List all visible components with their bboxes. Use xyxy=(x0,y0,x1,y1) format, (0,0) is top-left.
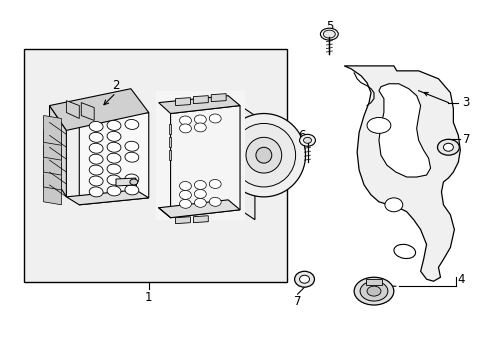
Ellipse shape xyxy=(107,175,121,185)
Polygon shape xyxy=(158,96,240,113)
Ellipse shape xyxy=(359,281,387,301)
Polygon shape xyxy=(366,279,381,285)
Polygon shape xyxy=(158,200,240,218)
Ellipse shape xyxy=(443,143,452,151)
Text: 2: 2 xyxy=(112,79,120,92)
Polygon shape xyxy=(168,150,170,160)
Polygon shape xyxy=(43,130,61,160)
Ellipse shape xyxy=(194,189,206,198)
Ellipse shape xyxy=(125,185,139,195)
Ellipse shape xyxy=(384,198,402,212)
Ellipse shape xyxy=(179,124,191,133)
Polygon shape xyxy=(175,217,190,224)
Ellipse shape xyxy=(89,143,103,153)
Polygon shape xyxy=(49,105,66,197)
Ellipse shape xyxy=(130,179,138,185)
Ellipse shape xyxy=(107,164,121,174)
Ellipse shape xyxy=(179,190,191,199)
Ellipse shape xyxy=(107,121,121,130)
Circle shape xyxy=(222,113,305,197)
Polygon shape xyxy=(158,200,240,218)
Text: 3: 3 xyxy=(462,96,469,109)
Ellipse shape xyxy=(393,244,415,258)
Bar xyxy=(155,91,244,220)
Ellipse shape xyxy=(89,154,103,164)
Polygon shape xyxy=(43,175,61,205)
Polygon shape xyxy=(240,105,254,220)
Polygon shape xyxy=(170,105,240,218)
Ellipse shape xyxy=(194,198,206,207)
Circle shape xyxy=(245,137,281,173)
Ellipse shape xyxy=(89,187,103,197)
Ellipse shape xyxy=(299,134,315,146)
Ellipse shape xyxy=(107,142,121,152)
Polygon shape xyxy=(168,137,170,147)
Bar xyxy=(24,49,286,282)
Circle shape xyxy=(232,123,295,187)
Ellipse shape xyxy=(89,132,103,142)
Ellipse shape xyxy=(366,117,390,133)
Ellipse shape xyxy=(125,141,139,151)
Polygon shape xyxy=(170,105,240,218)
Ellipse shape xyxy=(107,153,121,163)
Polygon shape xyxy=(79,113,148,205)
Ellipse shape xyxy=(89,165,103,175)
Text: 7: 7 xyxy=(462,133,469,146)
Ellipse shape xyxy=(299,275,309,283)
Polygon shape xyxy=(43,145,61,175)
Ellipse shape xyxy=(194,115,206,124)
Polygon shape xyxy=(344,66,459,281)
Polygon shape xyxy=(175,98,190,105)
Ellipse shape xyxy=(89,121,103,131)
Polygon shape xyxy=(116,178,136,186)
Ellipse shape xyxy=(194,180,206,189)
Polygon shape xyxy=(193,216,208,223)
Ellipse shape xyxy=(366,286,380,296)
Ellipse shape xyxy=(125,120,139,129)
Polygon shape xyxy=(81,103,94,121)
Text: 6: 6 xyxy=(297,129,305,142)
Ellipse shape xyxy=(194,123,206,132)
Ellipse shape xyxy=(303,137,311,143)
Polygon shape xyxy=(66,100,79,118)
Polygon shape xyxy=(168,125,170,134)
Ellipse shape xyxy=(107,186,121,196)
Ellipse shape xyxy=(320,28,338,40)
Polygon shape xyxy=(49,89,148,130)
Ellipse shape xyxy=(179,199,191,208)
Polygon shape xyxy=(158,96,240,113)
Polygon shape xyxy=(378,84,429,177)
Text: 7: 7 xyxy=(293,294,301,307)
Ellipse shape xyxy=(107,131,121,141)
Ellipse shape xyxy=(89,176,103,186)
Ellipse shape xyxy=(179,116,191,125)
Polygon shape xyxy=(66,190,148,205)
Ellipse shape xyxy=(294,271,314,287)
Ellipse shape xyxy=(125,152,139,162)
Text: 4: 4 xyxy=(457,273,464,286)
Ellipse shape xyxy=(209,180,221,188)
Ellipse shape xyxy=(125,174,139,184)
Polygon shape xyxy=(193,96,208,104)
Circle shape xyxy=(255,147,271,163)
Text: 5: 5 xyxy=(325,20,332,33)
Ellipse shape xyxy=(179,181,191,190)
Text: 1: 1 xyxy=(145,291,152,303)
Polygon shape xyxy=(43,116,61,145)
Polygon shape xyxy=(211,94,225,102)
Ellipse shape xyxy=(323,30,335,38)
Ellipse shape xyxy=(209,114,221,123)
Ellipse shape xyxy=(437,139,458,155)
Polygon shape xyxy=(43,160,61,190)
Ellipse shape xyxy=(353,277,393,305)
Ellipse shape xyxy=(209,197,221,206)
